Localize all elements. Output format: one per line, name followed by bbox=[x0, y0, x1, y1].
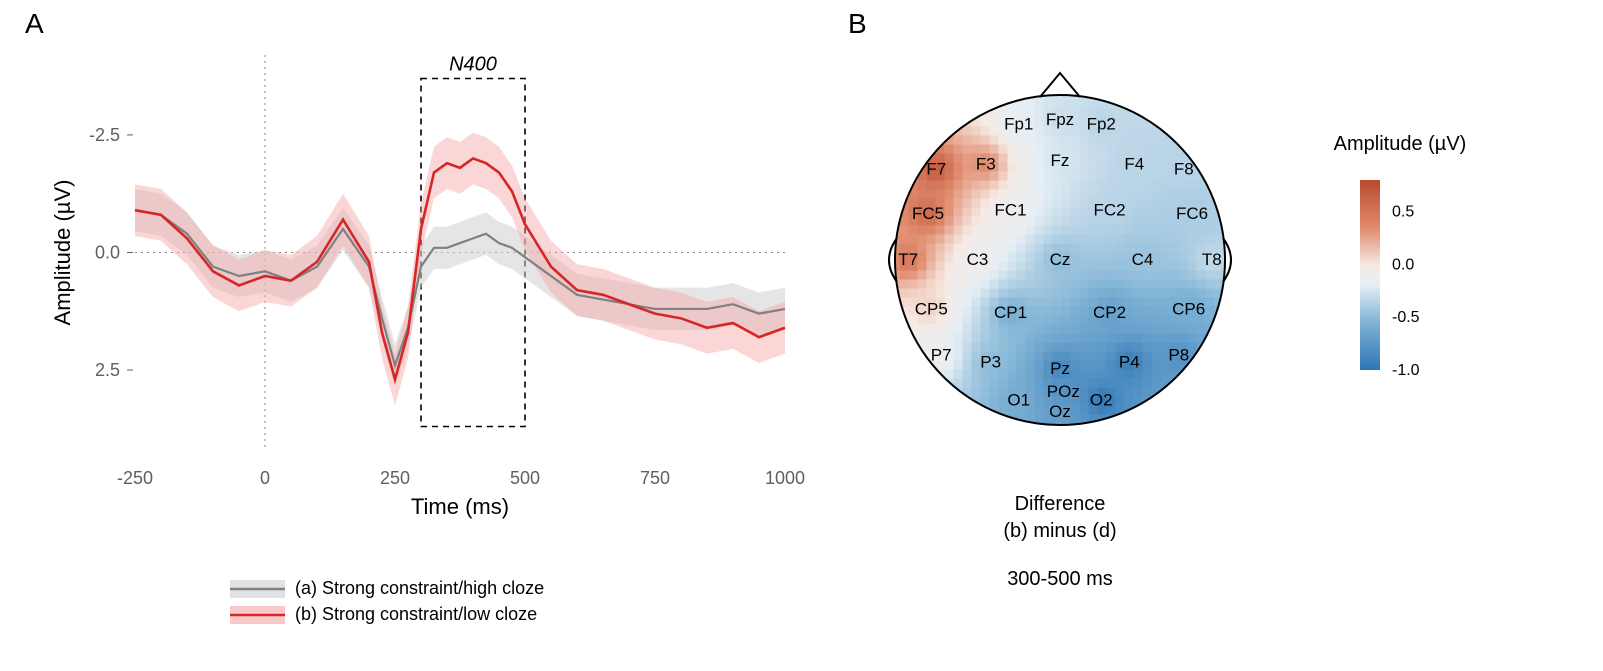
electrode-label: O2 bbox=[1090, 390, 1113, 409]
electrode-label: POz bbox=[1047, 382, 1080, 401]
x-tick: -250 bbox=[117, 468, 153, 488]
x-tick: 0 bbox=[260, 468, 270, 488]
colorbar-title: Amplitude (µV) bbox=[1334, 133, 1467, 155]
electrode-label: Oz bbox=[1049, 402, 1071, 421]
electrode-label: P7 bbox=[931, 346, 952, 365]
colorbar-tick: 0.0 bbox=[1392, 256, 1414, 273]
electrode-label: Fpz bbox=[1046, 110, 1074, 129]
electrode-label: F8 bbox=[1174, 159, 1194, 178]
x-tick: 1000 bbox=[765, 468, 805, 488]
legend-label: (a) Strong constraint/high cloze bbox=[295, 578, 544, 598]
electrode-label: P8 bbox=[1168, 346, 1189, 365]
legend-label: (b) Strong constraint/low cloze bbox=[295, 604, 537, 624]
erp-chart-svg: N400 -250 0 250 500 750 1000 -2.5 0.0 2.5 Time (ms… bbox=[40, 30, 820, 650]
colorbar-tick: 0.5 bbox=[1392, 204, 1414, 221]
y-tick: 2.5 bbox=[95, 360, 120, 380]
electrode-label: CP5 bbox=[915, 300, 948, 319]
electrode-label: P4 bbox=[1119, 352, 1140, 371]
y-tick: 0.0 bbox=[95, 243, 120, 263]
electrode-label: CP2 bbox=[1093, 303, 1126, 322]
colorbar-tick: -0.5 bbox=[1392, 309, 1420, 326]
colorbar-tick: -1.0 bbox=[1392, 362, 1420, 379]
electrode-label: CP1 bbox=[994, 303, 1027, 322]
x-tick: 500 bbox=[510, 468, 540, 488]
electrode-label: Pz bbox=[1050, 359, 1070, 378]
electrode-label: FC1 bbox=[994, 201, 1026, 220]
topomap-caption: 300-500 ms bbox=[1007, 568, 1113, 590]
electrode-label: Fz bbox=[1051, 151, 1070, 170]
erp-chart-panel: N400 -250 0 250 500 750 1000 -2.5 0.0 2.5 Time (ms… bbox=[40, 30, 820, 650]
series-b-ci bbox=[135, 133, 785, 406]
y-tick: -2.5 bbox=[89, 125, 120, 145]
electrode-label: T8 bbox=[1202, 250, 1222, 269]
n400-label: N400 bbox=[449, 54, 497, 76]
x-axis-label: Time (ms) bbox=[411, 494, 509, 519]
topomap-caption: Difference bbox=[1015, 493, 1106, 515]
y-axis-label: Amplitude (µV) bbox=[50, 180, 75, 326]
electrode-label: T7 bbox=[898, 250, 918, 269]
electrode-label: C3 bbox=[967, 250, 989, 269]
x-tick: 750 bbox=[640, 468, 670, 488]
topomap-panel: Fp1 Fpz Fp2 F7 F3 Fz F4 F8 FC5 FC1 FC2 FC6 T7 C3 Cz C4 T… bbox=[860, 30, 1600, 650]
nose-icon bbox=[1040, 73, 1080, 97]
x-tick: 250 bbox=[380, 468, 410, 488]
electrode-label: Fp1 bbox=[1004, 115, 1033, 134]
electrode-label: F7 bbox=[926, 159, 946, 178]
electrode-label: O1 bbox=[1007, 390, 1030, 409]
electrode-label: C4 bbox=[1132, 250, 1154, 269]
topomap-svg: Fp1 Fpz Fp2 F7 F3 Fz F4 F8 FC5 FC1 FC2 FC6 T7 C3 Cz C4 T… bbox=[860, 30, 1600, 650]
colorbar bbox=[1360, 180, 1380, 370]
electrode-label: F3 bbox=[976, 154, 996, 173]
electrode-label: FC5 bbox=[912, 204, 944, 223]
electrode-label: FC2 bbox=[1093, 201, 1125, 220]
topomap-caption: (b) minus (d) bbox=[1003, 520, 1116, 542]
electrode-label: FC6 bbox=[1176, 204, 1208, 223]
electrode-label: Fp2 bbox=[1087, 115, 1116, 134]
electrode-label: F4 bbox=[1124, 154, 1144, 173]
electrode-label: Cz bbox=[1050, 250, 1071, 269]
electrode-label: P3 bbox=[980, 352, 1001, 371]
electrode-label: CP6 bbox=[1172, 300, 1205, 319]
